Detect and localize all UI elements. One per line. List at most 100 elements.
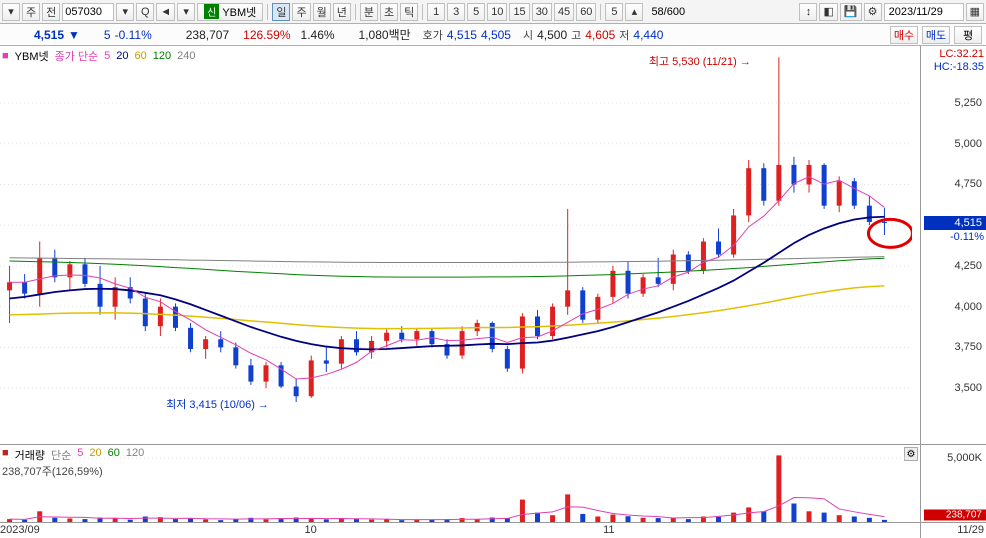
- dropdown-small-icon[interactable]: ▾: [177, 3, 195, 21]
- step-up-icon[interactable]: ▴: [625, 3, 643, 21]
- corner-date: 11/29: [957, 524, 984, 536]
- vol-legend-dot-icon: ■: [2, 447, 9, 463]
- turnover: 1.46%: [301, 28, 335, 42]
- btn-jeon[interactable]: 전: [42, 3, 60, 21]
- price-arrow-icon: ▼: [68, 28, 80, 42]
- volume-plot[interactable]: ■ 거래량 단순 5 20 60 120 238,707주(126,59%) ⚙: [0, 445, 920, 522]
- price-ytick: 5,000: [954, 138, 982, 150]
- n30[interactable]: 30: [532, 3, 552, 21]
- step5[interactable]: 5: [605, 3, 623, 21]
- chart-wrap: ■ YBM넷 종가 단순 5 20 60 120 240 최고 5,530 (1…: [0, 46, 986, 538]
- lc: LC:32.21: [934, 48, 984, 61]
- open-label: 시: [523, 27, 533, 43]
- n15[interactable]: 15: [509, 3, 529, 21]
- vol-ytick: 5,000K: [947, 452, 982, 464]
- legend-name: YBM넷: [15, 48, 49, 64]
- vol-legend-20: 20: [89, 447, 101, 463]
- tool-icon-1[interactable]: ↕: [799, 3, 817, 21]
- legend-20: 20: [116, 50, 128, 62]
- hoga2: 4,505: [481, 28, 511, 42]
- sell-button[interactable]: 매도: [922, 26, 950, 44]
- tf-day[interactable]: 일: [272, 3, 290, 21]
- last-price: 4,515: [34, 28, 64, 42]
- vol-legend-60: 60: [108, 447, 120, 463]
- tool-icon-2[interactable]: ◧: [819, 3, 837, 21]
- settings-icon[interactable]: ⚙: [864, 3, 882, 21]
- low: 4,440: [633, 28, 663, 42]
- search-icon[interactable]: Q: [136, 3, 154, 21]
- btn-ju[interactable]: 주: [22, 3, 40, 21]
- n3[interactable]: 3: [447, 3, 465, 21]
- position: 58/600: [645, 6, 691, 18]
- x-axis: 2023/09 10 11 11/29: [0, 522, 986, 538]
- price-pct: -0.11%: [115, 28, 152, 42]
- tf-sec[interactable]: 초: [380, 3, 398, 21]
- vol-last-label: 238,707: [924, 510, 986, 521]
- high: 4,605: [585, 28, 615, 42]
- price-panel: ■ YBM넷 종가 단순 5 20 60 120 240 최고 5,530 (1…: [0, 46, 986, 444]
- toolbar: ▾ 주 전 ▾ Q ◄ ▾ 신YBM넷 일 주 월 년 분 초 틱 1 3 5 …: [0, 0, 986, 24]
- vol-pct: 126.59%: [243, 28, 290, 42]
- tf-tick[interactable]: 틱: [400, 3, 418, 21]
- open: 4,500: [537, 28, 567, 42]
- xaxis-plot: 2023/09 10 11: [0, 523, 920, 538]
- n45[interactable]: 45: [554, 3, 574, 21]
- quote-row: 4,515 ▼ 5 -0.11% 238,707 126.59% 1.46% 1…: [0, 24, 986, 46]
- price-ytick: 4,750: [954, 178, 982, 190]
- price-change: 5: [104, 28, 111, 42]
- price-last-pct: -0.11%: [950, 231, 984, 243]
- vol-legend-120: 120: [126, 447, 144, 463]
- n10[interactable]: 10: [487, 3, 507, 21]
- dropdown-icon[interactable]: ▾: [2, 3, 20, 21]
- date-input[interactable]: 2023/11/29: [884, 3, 964, 21]
- hoga-label: 호가: [423, 27, 443, 43]
- tf-year[interactable]: 년: [333, 3, 351, 21]
- legend-ma-label: 종가 단순: [55, 48, 99, 64]
- n1[interactable]: 1: [427, 3, 445, 21]
- vol-legend-type: 단순: [51, 447, 71, 463]
- price-yaxis: LC:32.21 HC:-18.35 3,500 3,750 4,000 4,250 4…: [920, 46, 986, 444]
- legend-dot-icon: ■: [2, 50, 9, 62]
- legend-5: 5: [104, 50, 110, 62]
- tf-month[interactable]: 월: [313, 3, 331, 21]
- price-ytick: 3,500: [954, 382, 982, 394]
- price-ytick: 4,000: [954, 301, 982, 313]
- n5[interactable]: 5: [467, 3, 485, 21]
- hc: HC:-18.35: [934, 61, 984, 74]
- vol-legend-5: 5: [77, 447, 83, 463]
- save-icon[interactable]: 💾: [840, 3, 862, 21]
- legend-240: 240: [177, 50, 195, 62]
- vol-legend-sub: 238,707주(126,59%): [2, 463, 103, 479]
- vol-legend-label: 거래량: [15, 447, 45, 463]
- ticker-name: 신YBM넷: [197, 3, 263, 21]
- ticker-code-input[interactable]: [62, 3, 114, 21]
- pyong-button[interactable]: 평: [954, 26, 982, 44]
- dropdown-ticker-icon[interactable]: ▾: [116, 3, 134, 21]
- price-legend: ■ YBM넷 종가 단순 5 20 60 120 240: [2, 48, 196, 64]
- tf-min[interactable]: 분: [360, 3, 378, 21]
- sound-icon[interactable]: ◄: [156, 3, 175, 21]
- legend-120: 120: [153, 50, 171, 62]
- price-last-label: 4,515: [924, 216, 986, 230]
- xtick: 11: [603, 524, 614, 536]
- price-ytick: 4,250: [954, 260, 982, 272]
- n60[interactable]: 60: [576, 3, 596, 21]
- volume: 238,707: [186, 28, 229, 42]
- calendar-icon[interactable]: ▦: [966, 3, 984, 21]
- xtick: 10: [304, 524, 316, 536]
- high-label: 고: [571, 27, 581, 43]
- legend-60: 60: [135, 50, 147, 62]
- volume-panel: ■ 거래량 단순 5 20 60 120 238,707주(126,59%) ⚙…: [0, 444, 986, 522]
- xtick: 2023/09: [0, 524, 40, 536]
- volume-legend: ■ 거래량 단순 5 20 60 120 238,707주(126,59%): [2, 447, 144, 479]
- buy-button[interactable]: 매수: [890, 26, 918, 44]
- price-ytick: 3,750: [954, 341, 982, 353]
- amount: 1,080백만: [359, 26, 411, 43]
- tf-week[interactable]: 주: [292, 3, 310, 21]
- hoga1: 4,515: [447, 28, 477, 42]
- low-label: 저: [619, 27, 629, 43]
- volume-yaxis: 5,000K238,707126.59%: [920, 445, 986, 522]
- ticker-badge: 신: [204, 4, 219, 19]
- price-plot[interactable]: ■ YBM넷 종가 단순 5 20 60 120 240 최고 5,530 (1…: [0, 46, 920, 444]
- lc-hc: LC:32.21 HC:-18.35: [934, 48, 984, 74]
